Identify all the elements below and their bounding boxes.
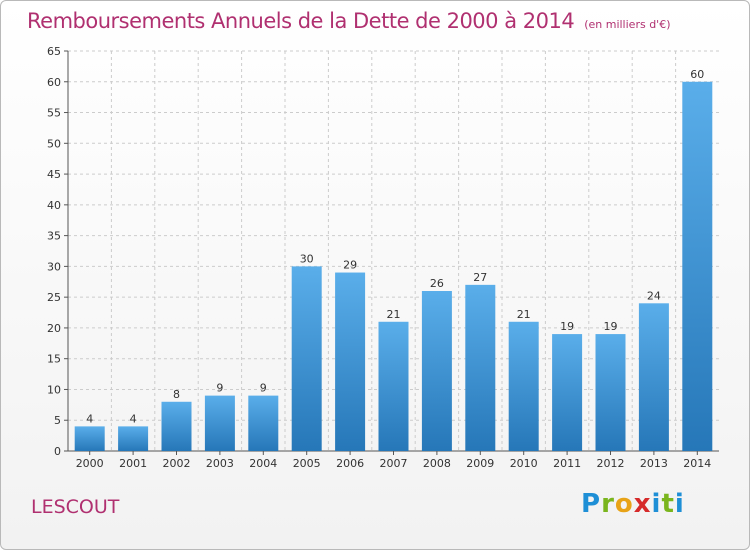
bar-value-label: 9 bbox=[216, 382, 223, 395]
bar-value-label: 4 bbox=[86, 412, 93, 425]
bar-value-label: 24 bbox=[647, 289, 661, 302]
y-tick-label: 0 bbox=[54, 445, 61, 458]
y-tick-label: 15 bbox=[47, 353, 61, 366]
y-tick-label: 20 bbox=[47, 322, 61, 335]
y-tick-label: 10 bbox=[47, 383, 61, 396]
bar-2012 bbox=[595, 334, 626, 451]
bar-2011 bbox=[552, 334, 583, 451]
bar-value-label: 29 bbox=[343, 259, 357, 272]
bar-value-label: 21 bbox=[517, 308, 531, 321]
bar-value-label: 4 bbox=[130, 412, 137, 425]
logo-letter: t bbox=[661, 489, 675, 519]
logo-letter: r bbox=[601, 489, 615, 519]
chart-subtitle: (en milliers d'€) bbox=[584, 18, 671, 31]
bar-2002 bbox=[161, 401, 192, 451]
x-tick-label: 2004 bbox=[249, 457, 277, 470]
x-tick-label: 2001 bbox=[119, 457, 147, 470]
chart-title: Remboursements Annuels de la Dette de 20… bbox=[27, 9, 670, 33]
y-tick-label: 65 bbox=[47, 45, 61, 58]
x-tick-label: 2012 bbox=[597, 457, 625, 470]
y-tick-label: 30 bbox=[47, 260, 61, 273]
logo-letter: o bbox=[614, 489, 634, 519]
bars bbox=[74, 81, 713, 452]
y-tick-label: 55 bbox=[47, 107, 61, 120]
x-tick-label: 2002 bbox=[163, 457, 191, 470]
chart-title-text: Remboursements Annuels de la Dette de 20… bbox=[27, 9, 575, 33]
bar-value-label: 9 bbox=[260, 382, 267, 395]
y-tick-label: 50 bbox=[47, 137, 61, 150]
x-tick-label: 2010 bbox=[510, 457, 538, 470]
y-tick-label: 35 bbox=[47, 230, 61, 243]
bar-value-label: 27 bbox=[473, 271, 487, 284]
x-tick-label: 2000 bbox=[76, 457, 104, 470]
bar-2010 bbox=[508, 321, 539, 451]
x-tick-label: 2009 bbox=[466, 457, 494, 470]
y-tick-label: 5 bbox=[54, 414, 61, 427]
x-tick-label: 2003 bbox=[206, 457, 234, 470]
bar-2003 bbox=[204, 395, 235, 451]
bar-2001 bbox=[118, 426, 149, 451]
logo-letter: i bbox=[674, 489, 685, 519]
bar-value-label: 60 bbox=[690, 68, 704, 81]
x-tick-label: 2006 bbox=[336, 457, 364, 470]
y-tick-label: 25 bbox=[47, 291, 61, 304]
bar-value-label: 19 bbox=[604, 320, 618, 333]
commune-name: LESCOUT bbox=[31, 496, 120, 518]
x-tick-label: 2005 bbox=[293, 457, 321, 470]
bar-2007 bbox=[378, 321, 409, 451]
x-tick-label: 2007 bbox=[380, 457, 408, 470]
y-tick-label: 45 bbox=[47, 168, 61, 181]
bar-2005 bbox=[291, 266, 322, 451]
logo-letter: P bbox=[581, 489, 602, 519]
bar-value-label: 26 bbox=[430, 277, 444, 290]
y-tick-label: 40 bbox=[47, 199, 61, 212]
x-tick-labels: 2000 2001 2002 2003 2004 2005 2006 2007 2008 2009… bbox=[76, 457, 712, 470]
bar-2008 bbox=[421, 291, 452, 451]
proxiti-logo: Proxiti bbox=[581, 489, 685, 519]
bar-value-label: 30 bbox=[300, 252, 314, 265]
bar-value-labels: 4 4 8 9 9 30 29 21 26 27 21 19 19 24 60 bbox=[86, 68, 704, 426]
bar-value-label: 19 bbox=[560, 320, 574, 333]
y-tick-label: 60 bbox=[47, 76, 61, 89]
x-tick-label: 2014 bbox=[683, 457, 711, 470]
bar-2004 bbox=[248, 395, 279, 451]
x-tick-label: 2011 bbox=[553, 457, 581, 470]
x-tick-label: 2008 bbox=[423, 457, 451, 470]
bar-2013 bbox=[638, 303, 669, 451]
bar-2014 bbox=[682, 81, 713, 452]
x-tick-label: 2013 bbox=[640, 457, 668, 470]
bar-2000 bbox=[74, 426, 105, 451]
bar-value-label: 21 bbox=[387, 308, 401, 321]
bar-value-label: 8 bbox=[173, 388, 180, 401]
bar-2006 bbox=[335, 272, 366, 451]
logo-letter: i bbox=[651, 489, 662, 519]
bar-2009 bbox=[465, 284, 496, 451]
y-tick-labels: 0 5 10 15 20 25 30 35 40 45 50 55 60 65 bbox=[47, 45, 61, 458]
logo-letter: x bbox=[633, 489, 652, 519]
